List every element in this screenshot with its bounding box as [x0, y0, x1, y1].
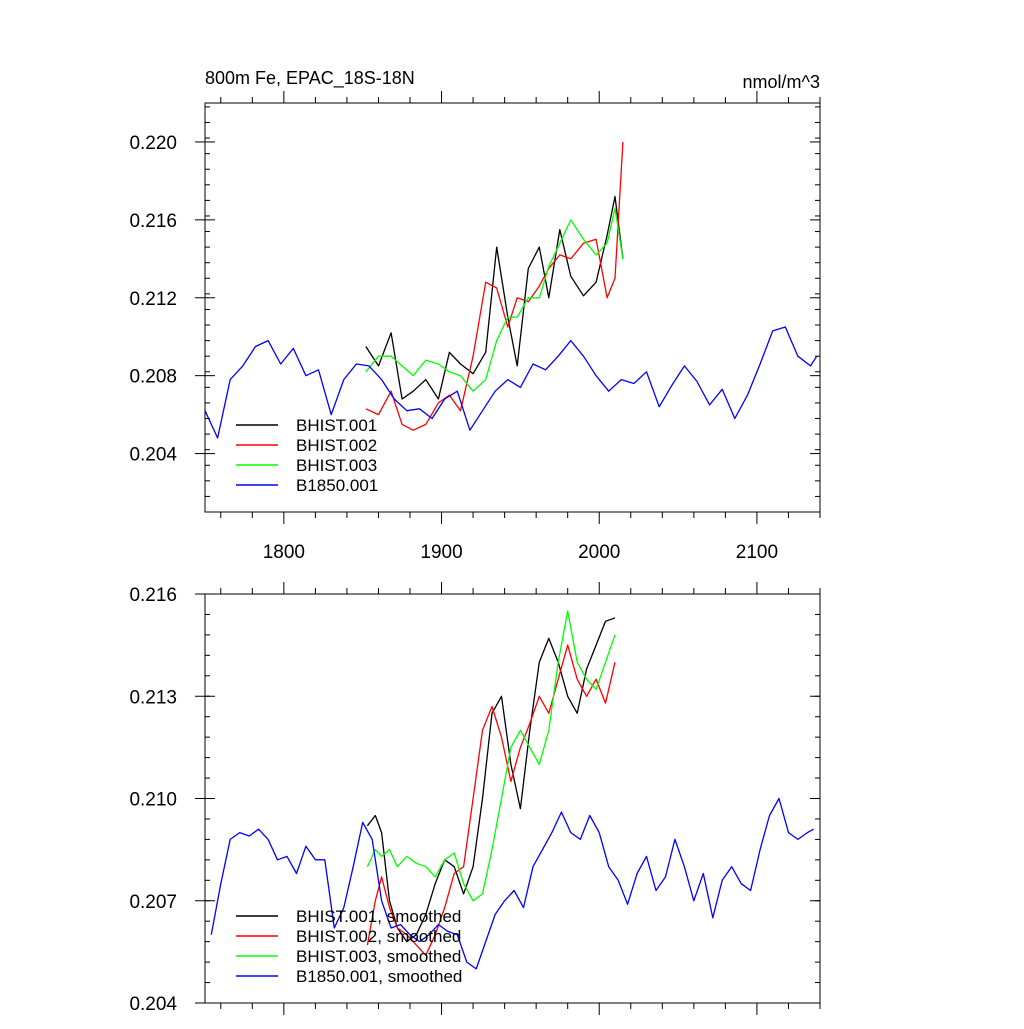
series-line-b1850-001 [204, 326, 818, 439]
x-tick-label: 1800 [263, 542, 305, 563]
series-line-b1850-001-smoothed [210, 797, 815, 970]
x-tick-label: 2000 [578, 542, 620, 563]
bottom-plot-frame [204, 593, 821, 1004]
legend-label: BHIST.003 [296, 456, 377, 475]
legend-label: BHIST.002, smoothed [296, 927, 461, 946]
top-plot-frame [204, 102, 821, 513]
legend-label: BHIST.002 [296, 436, 377, 455]
legend-label: B1850.001, smoothed [296, 967, 462, 986]
y-tick-label: 0.212 [129, 289, 177, 310]
legend-label: BHIST.001, smoothed [296, 907, 461, 926]
series-line-bhist-001-smoothed [366, 617, 616, 943]
top-series-group [204, 141, 818, 439]
chart-title: 800m Fe, EPAC_18S-18N [205, 68, 415, 89]
legend-label: B1850.001 [296, 476, 378, 495]
y-tick-label: 0.220 [129, 133, 177, 154]
y-tick-label: 0.216 [129, 211, 177, 232]
series-line-bhist-002-smoothed [366, 644, 616, 956]
series-line-bhist-002 [365, 141, 624, 431]
legend-label: BHIST.001 [296, 416, 377, 435]
y-tick-label: 0.213 [129, 687, 177, 708]
legend-label: BHIST.003, smoothed [296, 947, 461, 966]
series-line-bhist-001 [365, 195, 624, 400]
x-tick-label: 2100 [736, 542, 778, 563]
y-tick-label: 0.208 [129, 367, 177, 388]
y-tick-label: 0.210 [129, 790, 177, 811]
x-tick-label: 1900 [420, 542, 462, 563]
y-tick-label: 0.204 [129, 445, 177, 466]
y-tick-label: 0.204 [129, 994, 177, 1015]
units-label: nmol/m^3 [743, 72, 820, 92]
y-tick-label: 0.216 [129, 585, 177, 606]
bottom-series-group [210, 610, 815, 970]
y-tick-label: 0.207 [129, 892, 177, 913]
series-line-bhist-003 [365, 207, 624, 392]
top-panel: 800m Fe, EPAC_18S-18N nmol/m^3 0.204 0.20… [129, 68, 821, 563]
bottom-panel: 0.204 0.207 0.210 0.213 0.216 BHIST.001, smo… [129, 582, 821, 1015]
series-line-bhist-003-smoothed [366, 610, 616, 902]
